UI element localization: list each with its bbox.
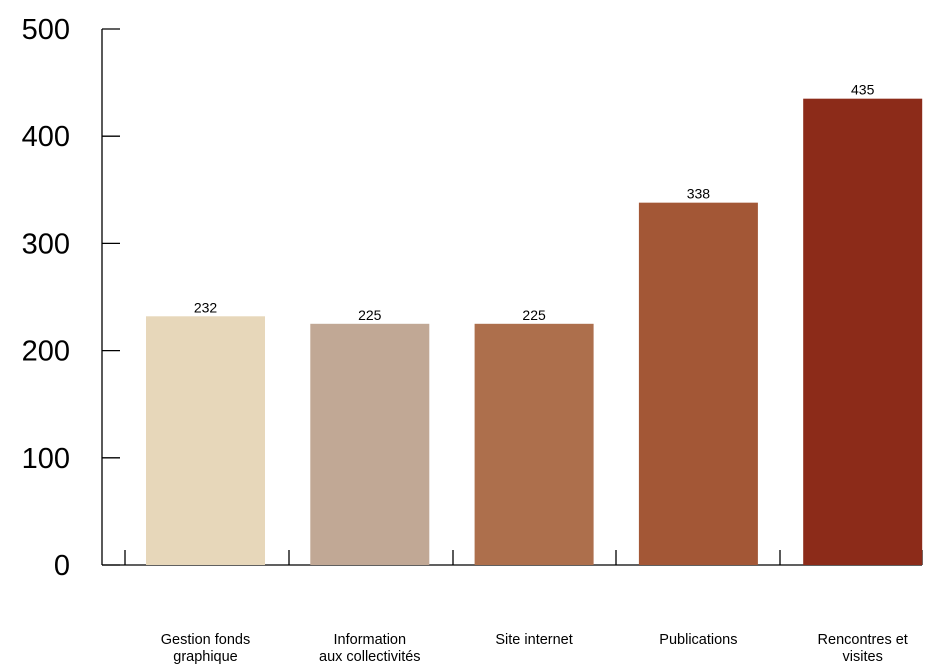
bar-value-label: 338 — [687, 186, 711, 202]
y-tick-label: 0 — [54, 550, 70, 582]
bars-group — [146, 98, 923, 566]
bar-value-label: 225 — [522, 307, 546, 323]
y-tick-label: 100 — [22, 443, 70, 475]
x-tick-label-line: aux collectivités — [319, 649, 421, 665]
value-labels-group: 232 225 225 338 435 — [194, 82, 875, 323]
bar — [638, 202, 758, 565]
y-axis: 0 100 200 300 400 500 — [22, 14, 120, 582]
bar — [146, 316, 265, 565]
x-tick-label-line: Gestion fonds — [161, 632, 250, 648]
bar-value-label: 225 — [358, 307, 382, 323]
x-tick-label: Publications — [659, 632, 737, 648]
bar — [803, 98, 923, 566]
x-tick-label-line: Rencontres et — [818, 632, 908, 648]
x-tick-label: Rencontres et visites — [818, 632, 908, 665]
bar-value-label: 435 — [851, 82, 875, 98]
bar-value-label: 232 — [194, 299, 218, 315]
x-tick-label-line: Site internet — [495, 632, 572, 648]
bar — [310, 323, 430, 565]
x-tick-label: Site internet — [495, 632, 572, 648]
x-tick-label-line: graphique — [173, 649, 238, 665]
x-tick-label-line: Information — [334, 632, 407, 648]
x-tick-label-line: Publications — [659, 632, 737, 648]
y-tick-label: 300 — [22, 228, 70, 260]
y-tick-label: 200 — [22, 336, 70, 368]
x-tick-label: Gestion fonds graphique — [161, 632, 250, 665]
x-tick-label: Information aux collectivités — [319, 632, 421, 665]
bar — [474, 323, 594, 565]
x-labels-group: Gestion fonds graphique Information aux col… — [161, 632, 908, 665]
y-tick-label: 400 — [22, 121, 70, 153]
x-tick-label-line: visites — [843, 649, 883, 665]
y-tick-label: 500 — [22, 14, 70, 46]
